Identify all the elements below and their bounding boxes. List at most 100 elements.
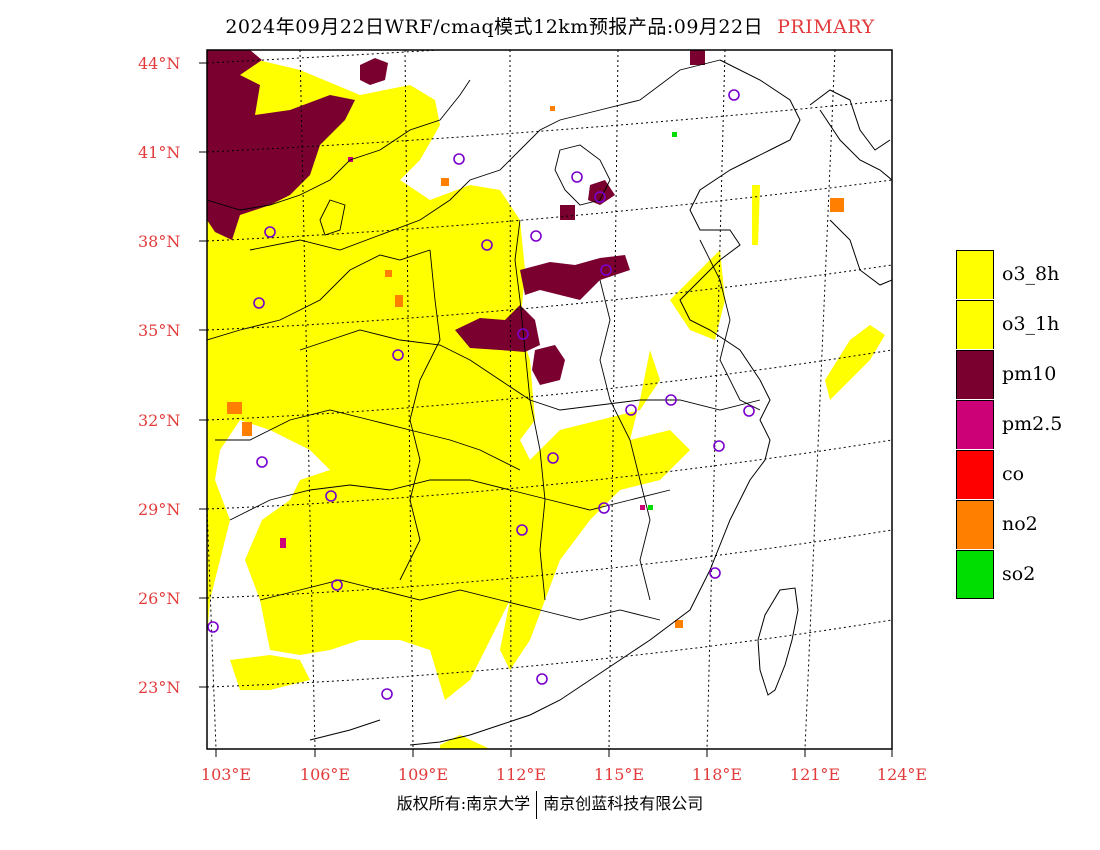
station-marker	[728, 89, 740, 101]
lat-label: 26°N	[138, 589, 181, 608]
border-line	[259, 579, 661, 621]
legend-swatch	[956, 449, 994, 499]
longitude-line	[608, 50, 619, 749]
latitude-line	[207, 349, 892, 421]
station-marker	[253, 297, 265, 309]
station-marker	[381, 688, 393, 700]
legend-item: o3_1h	[956, 299, 1062, 349]
station-marker	[571, 171, 583, 183]
lon-label: 109°E	[397, 765, 449, 784]
station-markers	[207, 89, 755, 700]
border-line	[207, 79, 471, 211]
legend-item: pm10	[956, 349, 1062, 399]
legend-item: o3_8h	[956, 249, 1062, 299]
border-line	[599, 279, 651, 601]
pm10-coverage	[207, 50, 705, 385]
border-line	[829, 219, 892, 286]
lat-label: 32°N	[138, 411, 181, 430]
station-marker	[598, 502, 610, 514]
latitude-line	[207, 619, 892, 688]
station-marker	[481, 239, 493, 251]
legend-label: no2	[1002, 513, 1038, 535]
legend-swatch	[956, 299, 994, 349]
station-marker	[530, 230, 542, 242]
longitude-line	[509, 50, 512, 749]
station-marker	[207, 621, 219, 633]
longitude-line	[903, 50, 940, 749]
legend-item: so2	[956, 549, 1062, 599]
latitude-line	[207, 529, 892, 599]
legend-label: so2	[1002, 563, 1036, 585]
copyright-right: 南京创蓝科技有限公司	[543, 794, 704, 813]
station-marker	[516, 524, 528, 536]
longitude-line	[404, 50, 414, 749]
legend-label: pm2.5	[1002, 413, 1063, 435]
no2-spot	[385, 270, 392, 277]
border-line	[514, 219, 546, 601]
station-marker	[594, 191, 606, 203]
lat-label: 29°N	[138, 500, 181, 519]
station-marker	[547, 452, 559, 464]
primary-tag: PRIMARY	[777, 16, 875, 38]
footer-divider	[536, 790, 538, 819]
station-marker	[256, 456, 268, 468]
lon-label: 103°E	[200, 765, 252, 784]
station-marker	[743, 405, 755, 417]
station-marker	[600, 264, 612, 276]
copyright-left: 版权所有:南京大学	[396, 794, 531, 813]
longitude-line	[299, 50, 316, 749]
legend-label: o3_8h	[1002, 263, 1060, 285]
border-line	[819, 109, 892, 181]
border-line	[249, 59, 721, 251]
border-line	[229, 479, 671, 521]
no2-spot	[395, 295, 403, 307]
o3-region-shandong	[670, 250, 725, 340]
no2-spot	[441, 178, 449, 186]
longitude-line	[706, 50, 726, 749]
station-marker	[331, 579, 343, 591]
station-marker	[517, 328, 529, 340]
border-line	[554, 144, 611, 206]
legend-item: co	[956, 449, 1062, 499]
graticule	[207, 50, 940, 749]
legend-swatch	[956, 349, 994, 399]
latitude-line	[207, 264, 892, 331]
border-line	[319, 199, 346, 236]
o3-region-west	[207, 58, 535, 700]
pm10-region-ne	[690, 50, 705, 65]
o3-region-south-band	[230, 655, 310, 690]
no2-spot	[675, 620, 683, 628]
province-borders	[207, 59, 761, 621]
longitude-line	[804, 50, 836, 749]
axis-ticks	[199, 62, 893, 757]
border-line	[215, 409, 521, 471]
o3-region-southcentral	[500, 350, 690, 670]
no2-spot	[830, 198, 844, 212]
title-text: 2024年09月22日WRF/cmaq模式12km预报产品:09月22日	[225, 16, 764, 38]
so2-spot	[672, 132, 677, 137]
coast-line	[409, 59, 801, 746]
no2-spot	[550, 106, 555, 111]
station-marker	[325, 490, 337, 502]
pm10-region-henan	[455, 305, 540, 352]
lon-label: 121°E	[789, 765, 841, 784]
taiwan	[757, 587, 799, 696]
border-line	[299, 329, 761, 411]
lat-label: 38°N	[138, 232, 181, 251]
pollutant-legend: o3_8h o3_1h pm10 pm2.5 co no2 so2	[956, 249, 1062, 599]
station-marker	[453, 153, 465, 165]
o3-coverage	[207, 58, 885, 749]
pm10-region-center	[560, 205, 575, 220]
pm25-spot	[280, 538, 286, 548]
legend-swatch	[956, 499, 994, 549]
border-line	[309, 719, 381, 741]
latitude-line	[207, 179, 892, 242]
lat-label: 41°N	[138, 143, 181, 162]
border-line	[207, 249, 431, 341]
o3-region-south-tip	[440, 735, 490, 749]
legend-item: pm2.5	[956, 399, 1062, 449]
so2-spot	[648, 505, 653, 510]
station-marker	[665, 394, 677, 406]
legend-label: pm10	[1002, 363, 1057, 385]
legend-item: no2	[956, 499, 1062, 549]
